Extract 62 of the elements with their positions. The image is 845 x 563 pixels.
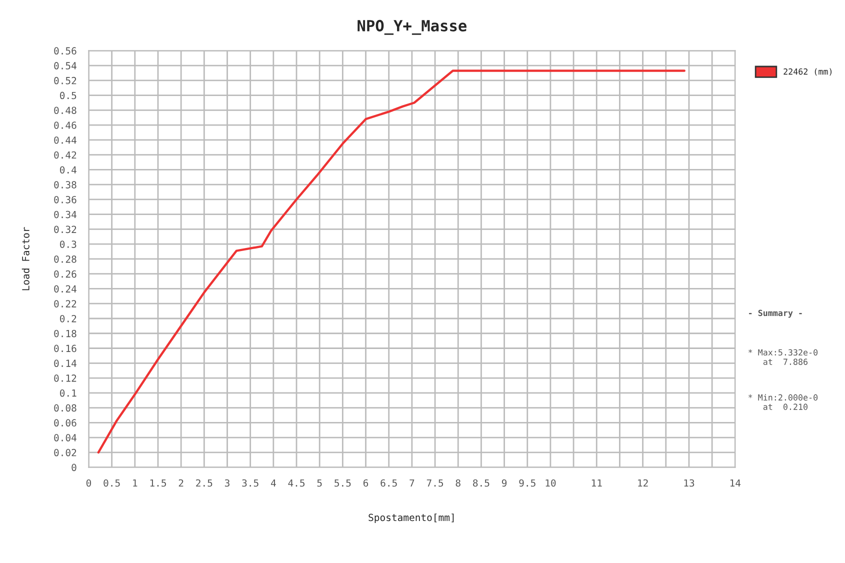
legend-label: 22462 (mm) (784, 68, 832, 76)
y-tick-label: 0.5 (60, 92, 76, 100)
x-tick-label: 4.5 (288, 479, 305, 487)
y-tick-label: 0.4 (60, 166, 76, 174)
y-tick-label: 0.14 (54, 360, 76, 367)
y-tick-label: 0.1 (60, 389, 76, 397)
chart-title: NPO_Y+_Masse (358, 20, 466, 35)
line-series (97, 70, 686, 454)
y-tick-label: 0.48 (54, 106, 76, 114)
y-tick-label: 0.16 (54, 344, 76, 352)
text: * Min:2.000e-0 at 0.210 (748, 394, 818, 410)
y-tick-label: 0.32 (54, 226, 76, 234)
x-tick-label: 7 (410, 479, 414, 487)
x-axis-title: Spostamento[mm] (368, 514, 454, 524)
x-tick-label: 1.5 (150, 479, 166, 487)
y-tick-label: 0 (72, 464, 76, 472)
x-tick-label: 7.5 (426, 479, 444, 487)
y-tick-label: 0.34 (54, 210, 76, 218)
y-tick-label: 0.54 (54, 62, 76, 70)
x-tick-label: 5 (317, 479, 322, 487)
x-tick-label: 2 (178, 479, 184, 487)
x-tick-label: 10 (546, 479, 556, 487)
x-tick-label: 14 (730, 479, 741, 487)
x-tick-label: 5.5 (334, 479, 351, 487)
x-tick-label: 12 (638, 479, 648, 487)
y-axis-title: Load Factor (22, 227, 30, 290)
x-tick-label: 0.5 (104, 479, 120, 487)
y-tick-label: 0.46 (54, 122, 76, 129)
y-tick-label: 0.22 (54, 300, 76, 308)
x-tick-label: 9 (502, 479, 507, 487)
y-tick-label: 0.06 (54, 419, 76, 427)
x-tick-label: 1 (133, 479, 138, 487)
y-tick-label: 0.08 (54, 404, 76, 412)
y-tick-label: 0.24 (54, 285, 76, 293)
x-tick-label: 8 (456, 479, 460, 487)
x-tick-label: 2.5 (196, 479, 212, 487)
y-tick-label: 0.36 (54, 196, 76, 204)
x-tick-label: 9.5 (519, 479, 536, 487)
x-tick-label: 11 (592, 479, 602, 487)
x-tick-label: 3.5 (242, 479, 258, 487)
y-tick-label: 0.18 (54, 330, 76, 338)
y-tick-label: 0.42 (54, 151, 76, 159)
y-tick-label: 0.2 (60, 315, 76, 322)
y-tick-label: 0.38 (54, 181, 76, 188)
x-tick-label: 6 (363, 479, 368, 487)
y-tick-label: 0.56 (54, 47, 76, 55)
x-tick-label: 6.5 (380, 479, 397, 487)
x-tick-label: 0 (86, 479, 92, 487)
x-tick-label: 8.5 (473, 479, 490, 487)
y-tick-label: 0.52 (54, 76, 76, 84)
x-tick-label: 4 (270, 479, 276, 487)
y-tick-label: 0.44 (54, 136, 76, 144)
text: - Summary - (749, 310, 802, 318)
y-tick-label: 0.28 (54, 255, 76, 263)
text: * Max:5.332e-0 at 7.886 (748, 349, 818, 365)
y-tick-label: 0.26 (54, 270, 76, 278)
x-tick-label: 3 (224, 479, 230, 487)
y-tick-label: 0.3 (60, 240, 76, 248)
x-tick-label: 13 (684, 479, 694, 487)
y-tick-label: 0.02 (54, 448, 76, 456)
y-tick-label: 0.12 (54, 374, 76, 382)
y-tick-label: 0.04 (54, 434, 76, 442)
